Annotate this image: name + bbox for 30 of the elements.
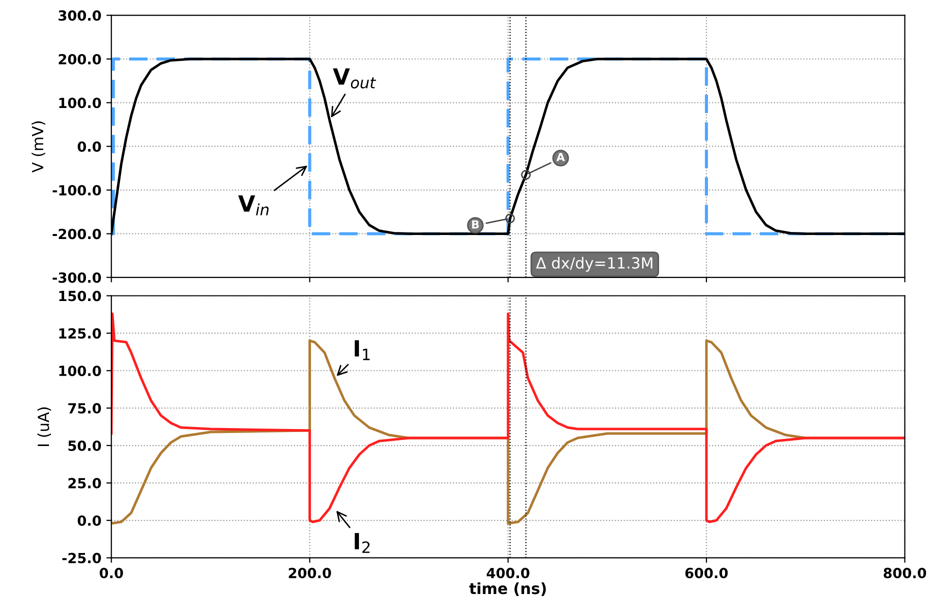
x-tick-label: 0.0 [100, 568, 123, 578]
y-tick-label: 50.0 [68, 440, 101, 451]
x-tick-label: 800.0 [884, 568, 926, 578]
annotation: Δ dx/dy=11.3M [536, 256, 652, 272]
y-axis-title: I (uA) [37, 407, 51, 446]
y-tick-label: -200.0 [52, 228, 101, 240]
x-tick-label: 200.0 [288, 568, 332, 578]
y-tick-label: -300.0 [52, 272, 101, 283]
annotation: I$_{2}$ [354, 533, 370, 553]
y-tick-label: 125.0 [59, 328, 101, 339]
y-tick-label: -25.0 [62, 552, 101, 564]
y-tick-label: 0.0 [78, 515, 101, 526]
y-tick-label: 0.0 [78, 141, 101, 152]
y-tick-label: 75.0 [68, 403, 101, 414]
annotation: I$_{1}$ [354, 340, 370, 360]
y-tick-label: 100.0 [59, 98, 101, 108]
annotation: V$_{out}$ [332, 68, 376, 88]
y-axis-title: V (mV) [32, 121, 46, 173]
x-axis-title: time (ns) [469, 582, 546, 596]
x-tick-label: 400.0 [486, 568, 530, 578]
y-tick-label: 300.0 [58, 10, 101, 21]
annotation: V$_{in}$ [238, 195, 269, 216]
y-tick-label: -100.0 [52, 185, 101, 196]
y-tick-label: 100.0 [59, 366, 101, 376]
y-tick-label: 200.0 [58, 54, 101, 64]
annotation: B [472, 220, 479, 228]
y-tick-label: 150.0 [59, 290, 101, 302]
annotation: A [556, 153, 565, 162]
y-tick-label: 25.0 [68, 478, 101, 488]
x-tick-label: 600.0 [685, 568, 728, 578]
